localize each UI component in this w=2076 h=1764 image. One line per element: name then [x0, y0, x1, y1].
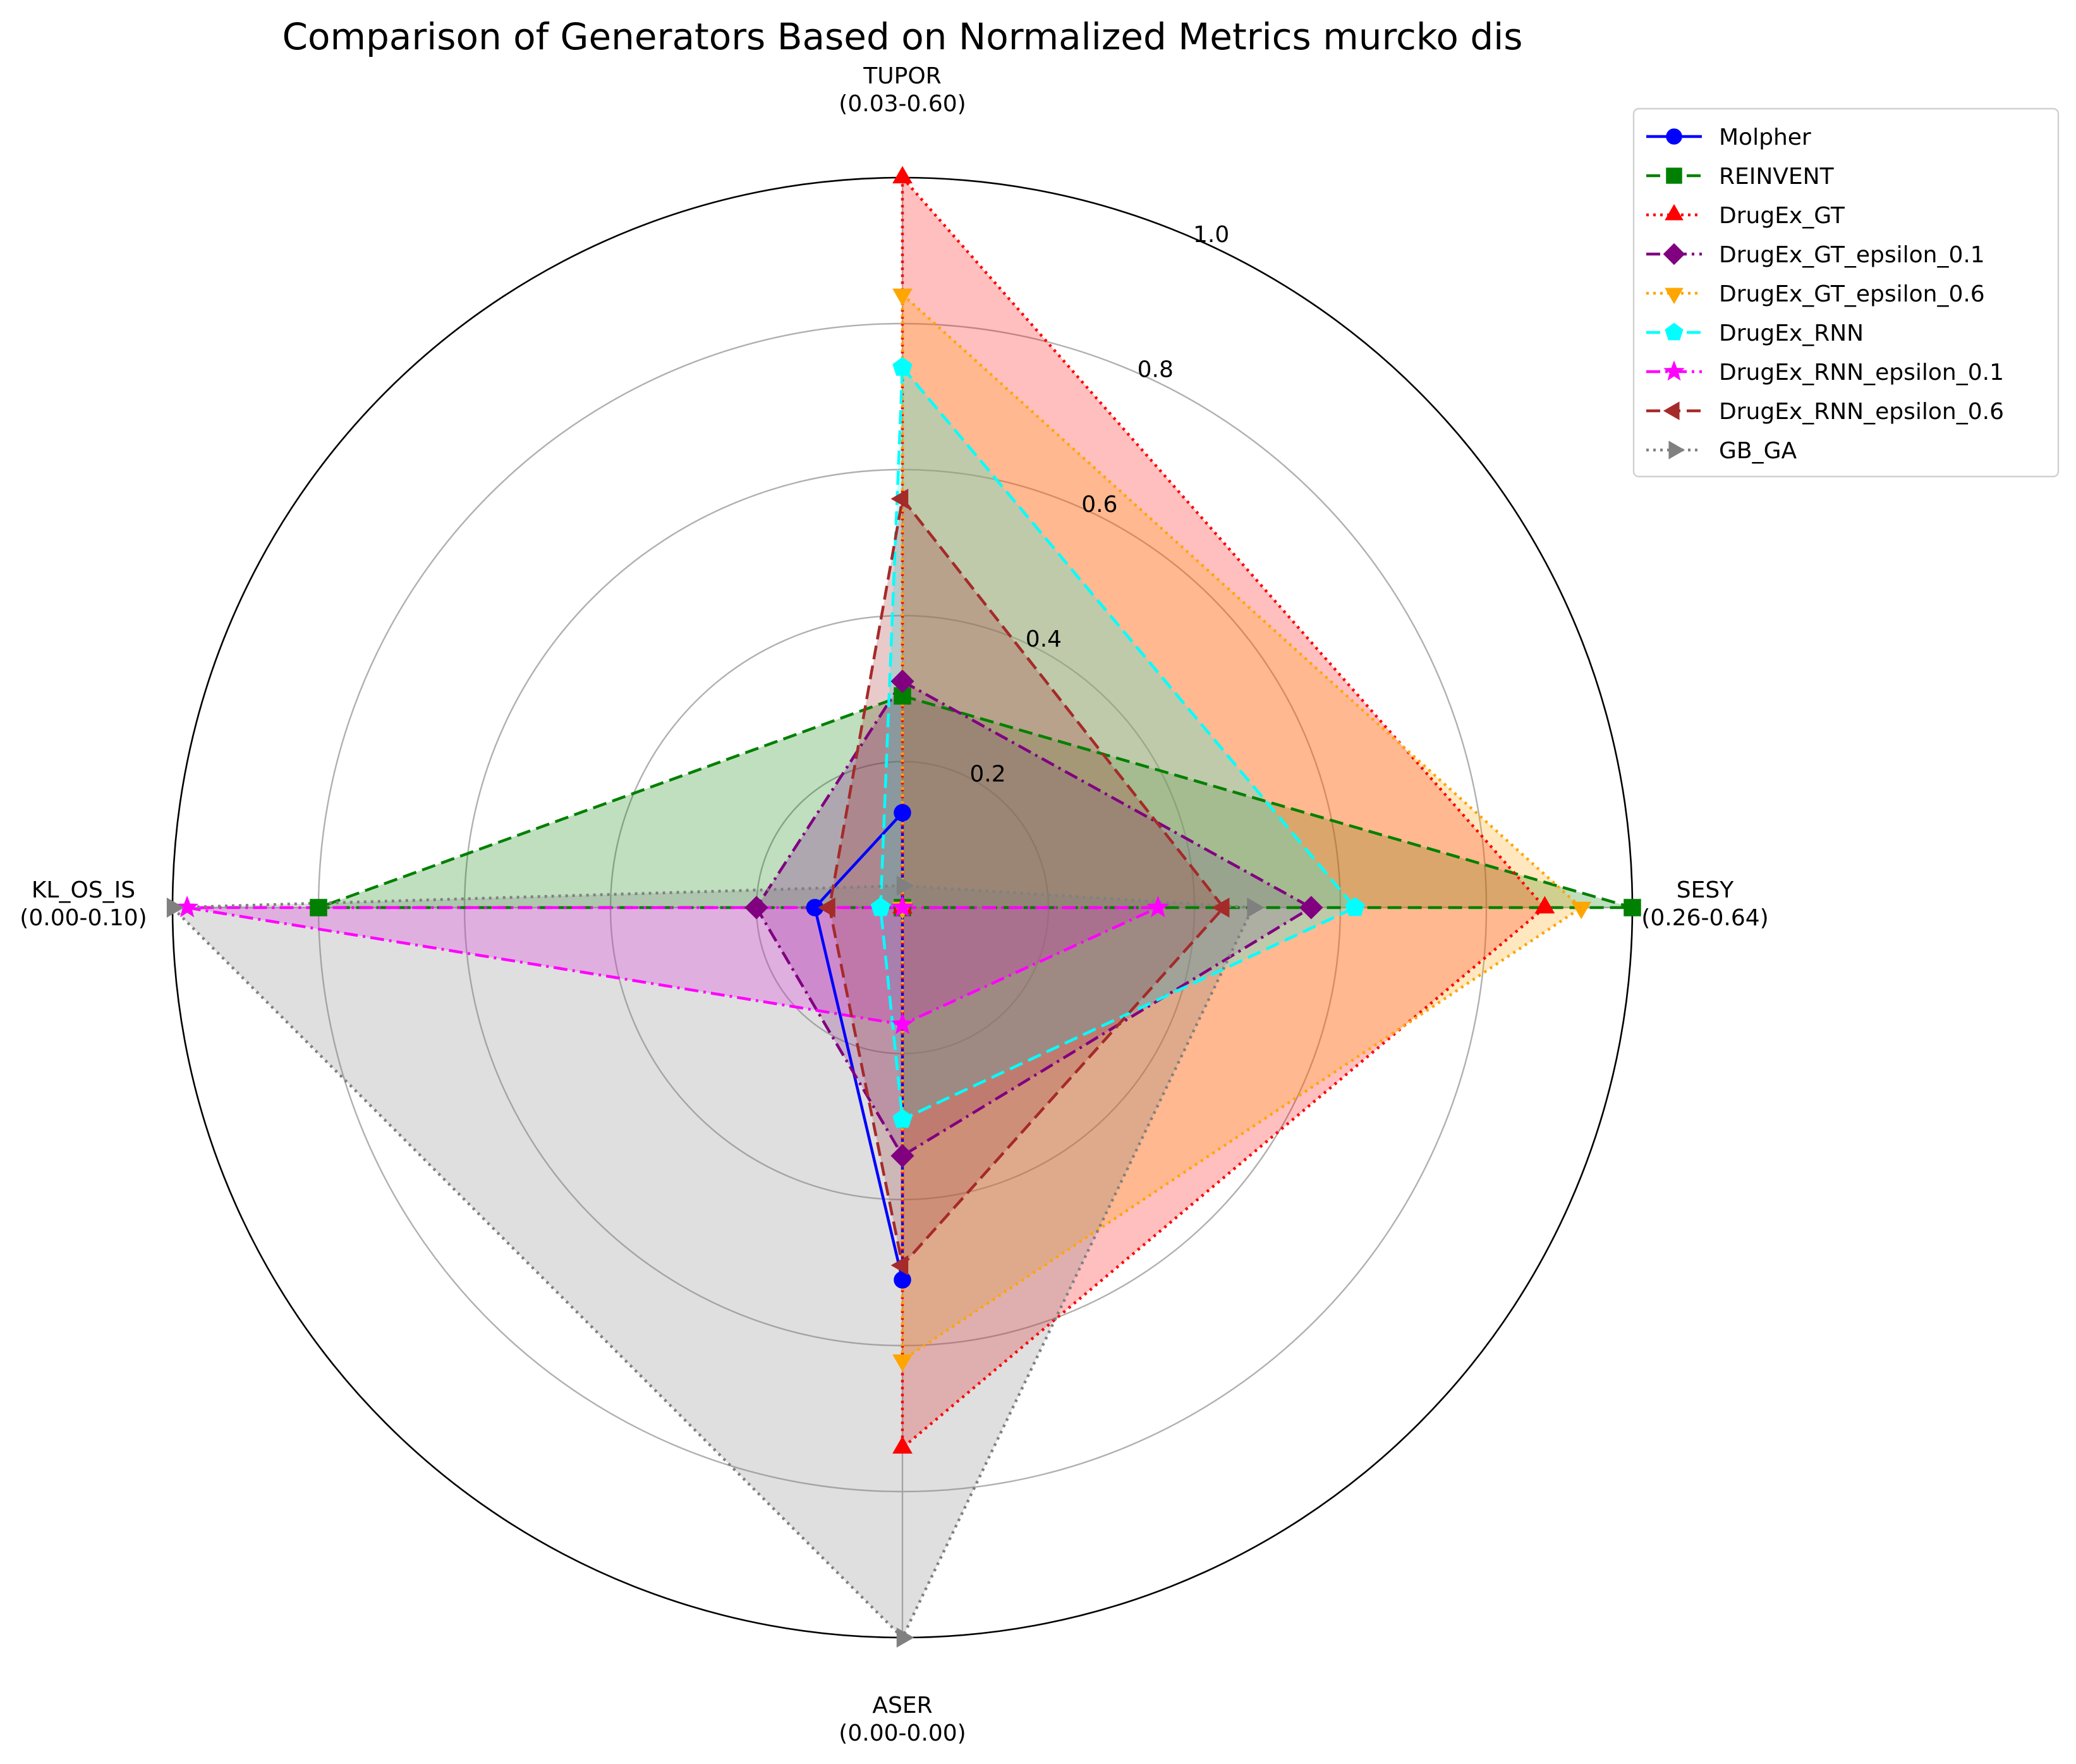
axis-label-range: (0.26-0.64): [1641, 905, 1768, 931]
legend-label: DrugEx_GT_epsilon_0.6: [1719, 281, 1985, 307]
data-point-marker: [1665, 204, 1684, 221]
legend-box: [1632, 107, 2060, 478]
data-point-marker: [896, 875, 914, 896]
radial-tick-label: 0.8: [1138, 356, 1174, 382]
data-point-marker: [1146, 896, 1170, 918]
radial-tick-label: 0.6: [1081, 492, 1117, 518]
data-point-marker: [892, 1354, 913, 1372]
legend-label: DrugEx_RNN: [1719, 320, 1864, 346]
data-point-marker: [1666, 128, 1682, 145]
data-point-marker: [1571, 901, 1592, 920]
data-point-marker: [1211, 897, 1230, 918]
data-point-marker: [1534, 896, 1555, 914]
axis-labels: TUPOR(0.03-0.60)SESY(0.26-0.64)ASER(0.00…: [20, 63, 1768, 1746]
legend-label: DrugEx_RNN_epsilon_0.6: [1719, 399, 2004, 425]
axis-label-range: (0.00-0.10): [20, 905, 147, 931]
data-point-marker: [818, 897, 835, 918]
data-point-marker: [1663, 401, 1680, 420]
legend-label: DrugEx_RNN_epsilon_0.1: [1719, 360, 2004, 386]
data-point-marker: [890, 895, 914, 918]
data-point-marker: [1345, 897, 1365, 916]
data-point-marker: [892, 1436, 913, 1454]
legend-label: REINVENT: [1719, 164, 1835, 190]
data-point-marker: [744, 896, 768, 920]
series-fill-area: [829, 499, 1224, 1266]
data-point-marker: [175, 895, 199, 918]
data-point-marker: [894, 804, 911, 822]
data-point-marker: [890, 1144, 914, 1168]
data-point-marker: [890, 1255, 909, 1275]
axis-label-name: SESY: [1677, 877, 1734, 903]
legend-label: GB_GA: [1719, 438, 1797, 464]
radial-tick-label: 0.2: [969, 762, 1005, 788]
legend-label: DrugEx_GT_epsilon_0.1: [1719, 242, 1985, 268]
radial-tick-label: 1.0: [1193, 222, 1229, 248]
data-point-marker: [890, 1012, 914, 1035]
data-point-marker: [1247, 897, 1265, 918]
data-point-marker: [892, 288, 913, 307]
series-fill-area: [902, 178, 1545, 1448]
data-point-marker: [1624, 899, 1641, 916]
radial-tick-labels: 0.2 0.4 0.6 0.8 1.0: [969, 222, 1229, 788]
data-point-marker: [890, 669, 914, 693]
data-point-marker: [1665, 288, 1684, 305]
chart-title: Comparison of Generators Based on Normal…: [282, 15, 1522, 58]
data-point-marker: [1666, 167, 1682, 184]
axis-label-range: (0.00-0.00): [839, 1720, 966, 1746]
series-fill-area: [880, 367, 1356, 1119]
axis-label-name: ASER: [872, 1693, 932, 1718]
data-point-marker: [166, 897, 185, 918]
radial-tick-label: 0.4: [1026, 626, 1062, 652]
legend-label: DrugEx_GT: [1719, 203, 1845, 229]
series-markers: [166, 166, 1641, 1648]
series-fill-area: [902, 294, 1582, 1361]
axis-label-name: TUPOR: [863, 63, 941, 89]
data-point-marker: [1665, 322, 1684, 341]
legend: Molpher REINVENT DrugEx_GT DrugEx_GT_epsilo…: [1632, 107, 2060, 478]
data-point-marker: [1299, 896, 1323, 920]
series-fill-area: [173, 885, 1253, 1638]
data-point-marker: [1668, 441, 1685, 459]
series-fill-area: [187, 908, 1158, 1025]
data-point-marker: [1663, 243, 1685, 265]
axis-label-range: (0.03-0.60): [839, 91, 966, 117]
legend-label: Molpher: [1719, 125, 1811, 150]
data-point-marker: [890, 489, 909, 509]
data-point-marker: [892, 1109, 913, 1128]
data-point-marker: [870, 897, 891, 916]
data-point-marker: [310, 899, 327, 916]
axis-label-name: KL_OS_IS: [32, 877, 135, 903]
data-point-marker: [896, 1627, 914, 1648]
data-point-marker: [1663, 360, 1685, 381]
series-line: [755, 679, 1313, 1157]
data-point-marker: [892, 166, 913, 184]
series-fill-area: [319, 696, 1632, 908]
data-point-marker: [892, 356, 913, 376]
